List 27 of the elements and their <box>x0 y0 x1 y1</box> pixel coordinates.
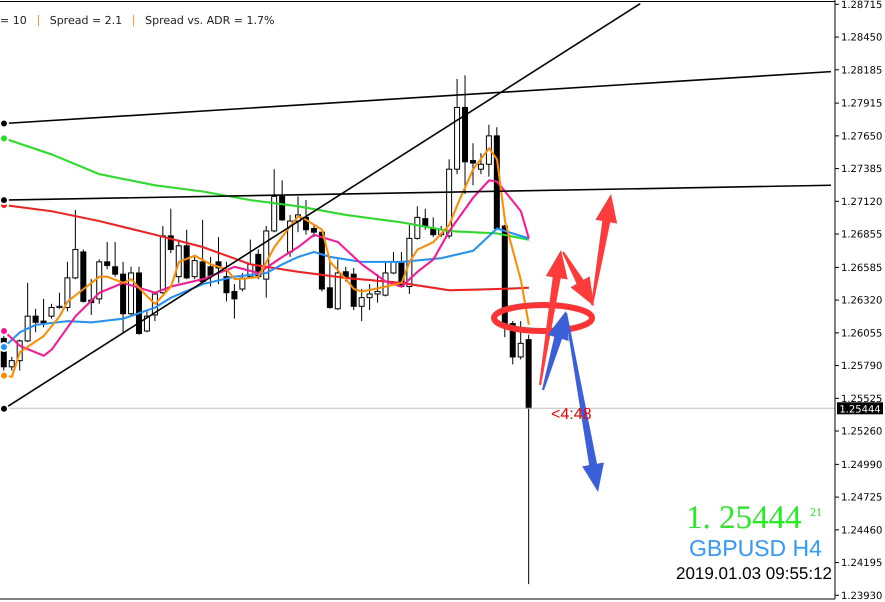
y-tick-label: 1.25260 <box>841 426 882 438</box>
y-tick-label: 1.27650 <box>841 131 882 142</box>
y-tick-label: 1.28450 <box>841 32 882 44</box>
y-tick-label: 1.27915 <box>841 98 882 110</box>
y-tick-label: 1.23930 <box>841 590 882 602</box>
y-tick-label: 1.26320 <box>841 296 882 307</box>
y-tick-label: 1.28185 <box>841 65 882 76</box>
annotation: 21 <box>810 505 822 520</box>
annotation: Spread vs. ADR = 1.7% <box>145 14 274 27</box>
annotation: 2019.01.03 09:55:12 <box>676 564 832 584</box>
y-tick-label: 1.26855 <box>841 230 882 241</box>
annotation: Spread = 2.1 <box>50 14 122 27</box>
y-tick-label: 1.25790 <box>841 361 882 372</box>
y-tick-label: 1.24195 <box>841 558 882 570</box>
annotation: = 10 <box>0 14 27 27</box>
y-tick-label: 1.26585 <box>841 262 882 274</box>
annotation: GBPUSD H4 <box>689 535 822 562</box>
y-tick-label: 1.24725 <box>841 492 882 504</box>
y-tick-label: 1.24990 <box>841 460 882 471</box>
y-tick-label: 1.24460 <box>841 525 882 536</box>
y-tick-label: 1.27120 <box>841 196 882 208</box>
ref-line-label: 1.25444 <box>839 404 881 416</box>
y-tick-label: 1.25525 <box>841 394 882 405</box>
y-tick-label: 1.26055 <box>841 328 882 340</box>
y-tick-label: 1.28715 <box>841 0 882 11</box>
y-tick-label: 1.27385 <box>841 164 882 176</box>
annotation: 1. 25444 <box>686 500 802 536</box>
